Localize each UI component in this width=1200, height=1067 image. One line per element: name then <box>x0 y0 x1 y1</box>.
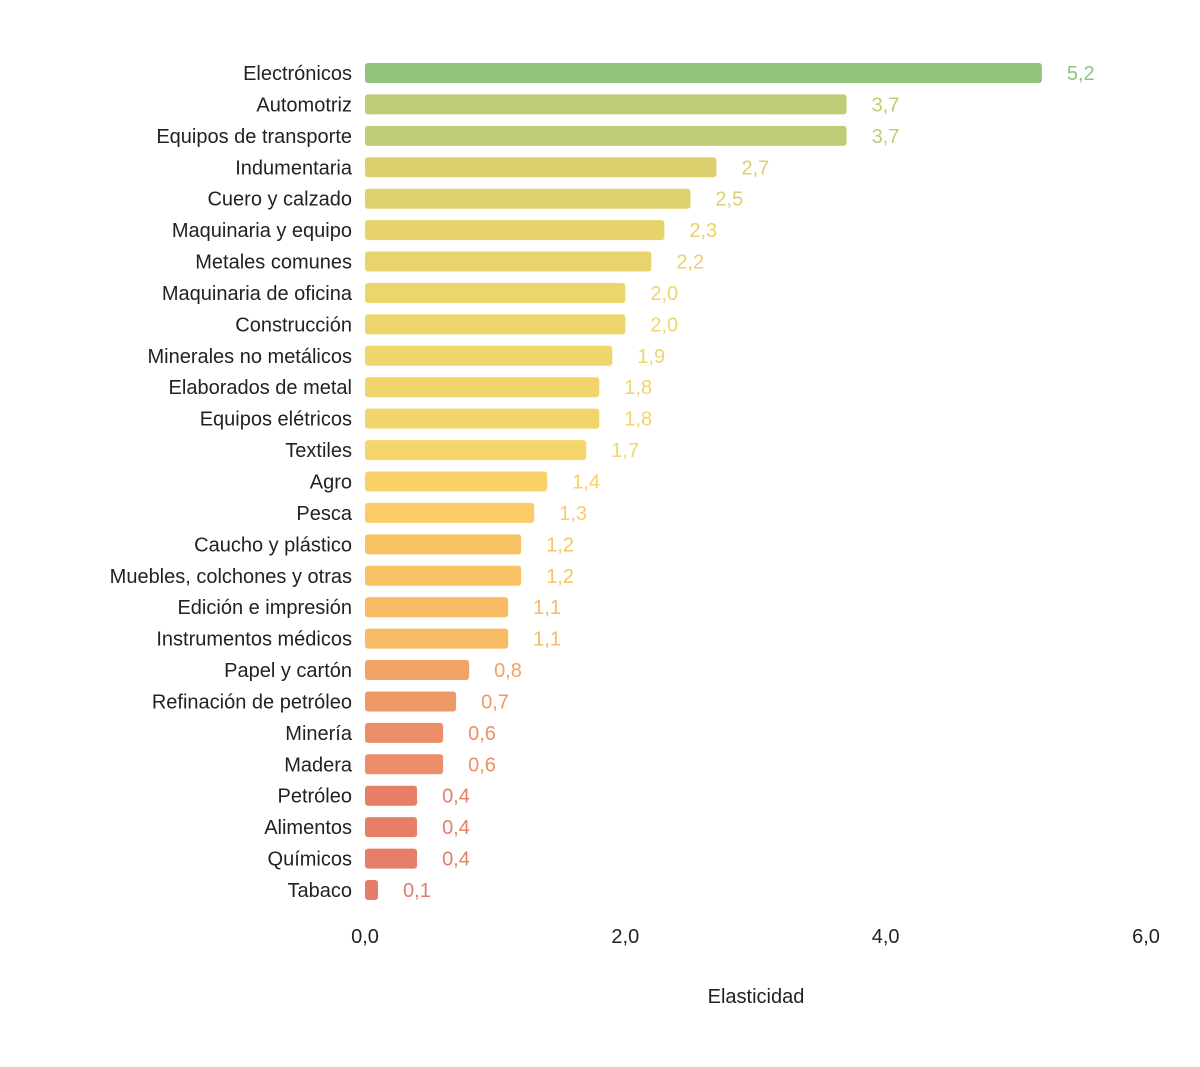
bar <box>365 628 509 649</box>
category-label: Construcción <box>235 314 352 336</box>
category-label: Tabaco <box>288 880 353 902</box>
x-tick-label: 0,0 <box>351 926 379 948</box>
value-label: 1,4 <box>572 472 600 494</box>
value-label: 3,7 <box>872 94 900 116</box>
value-label: 0,4 <box>442 817 470 839</box>
category-label: Maquinaria de oficina <box>162 283 353 305</box>
category-label: Maquinaria y equipo <box>172 220 352 242</box>
value-label: 0,4 <box>442 786 470 808</box>
category-label: Textiles <box>285 440 352 462</box>
bar <box>365 471 548 492</box>
category-label: Madera <box>284 754 353 776</box>
bar <box>365 502 535 523</box>
category-label: Pesca <box>296 503 352 525</box>
category-label: Químicos <box>268 849 352 871</box>
value-label: 1,1 <box>533 597 561 619</box>
value-label: 1,8 <box>624 409 652 431</box>
bar <box>365 282 626 303</box>
value-label: 2,5 <box>715 189 743 211</box>
x-tick-label: 2,0 <box>611 926 639 948</box>
value-label: 3,7 <box>872 126 900 148</box>
category-label: Elaborados de metal <box>169 377 352 399</box>
bar <box>365 754 444 775</box>
bars-group: Electrónicos 5,2 Automotriz 3,7 Equipos de t… <box>110 63 1095 902</box>
bar <box>365 408 600 429</box>
value-label: 1,8 <box>624 377 652 399</box>
category-label: Equipos de transporte <box>156 126 352 148</box>
bar <box>365 345 613 366</box>
bar <box>365 817 418 838</box>
category-label: Automotriz <box>256 94 352 116</box>
category-label: Alimentos <box>264 817 352 839</box>
x-tick-label: 4,0 <box>872 926 900 948</box>
x-axis-label: Elasticidad <box>708 986 805 1008</box>
value-label: 1,7 <box>611 440 639 462</box>
bar <box>365 848 418 869</box>
value-label: 0,6 <box>468 723 496 745</box>
category-label: Instrumentos médicos <box>156 629 352 651</box>
value-label: 1,3 <box>559 503 587 525</box>
bar <box>365 534 522 555</box>
category-label: Cuero y calzado <box>207 189 352 211</box>
category-label: Electrónicos <box>243 63 352 85</box>
value-label: 0,7 <box>481 691 509 713</box>
bar <box>365 565 522 586</box>
x-axis: 0,0 2,0 4,0 6,0 <box>351 926 1160 948</box>
bar <box>365 188 691 209</box>
value-label: 1,1 <box>533 629 561 651</box>
bar <box>365 880 379 900</box>
category-label: Refinación de petróleo <box>152 691 352 713</box>
value-label: 1,9 <box>637 346 665 368</box>
category-label: Indumentaria <box>235 157 353 179</box>
value-label: 2,7 <box>741 157 769 179</box>
category-label: Equipos elétricos <box>200 409 352 431</box>
value-label: 2,0 <box>650 283 678 305</box>
value-label: 0,1 <box>403 880 431 902</box>
value-label: 1,2 <box>546 534 574 556</box>
bar <box>365 660 470 681</box>
category-label: Papel y cartón <box>224 660 352 682</box>
bar <box>365 785 418 806</box>
category-label: Minería <box>285 723 353 745</box>
value-label: 2,3 <box>689 220 717 242</box>
bar <box>365 220 665 241</box>
bar <box>365 157 717 178</box>
category-label: Minerales no metálicos <box>147 346 352 368</box>
value-label: 0,4 <box>442 849 470 871</box>
value-label: 2,0 <box>650 314 678 336</box>
value-label: 2,2 <box>676 252 704 274</box>
bar <box>365 94 847 115</box>
bar <box>365 722 444 743</box>
category-label: Agro <box>310 472 352 494</box>
bar <box>365 691 457 712</box>
bar <box>365 314 626 335</box>
bar <box>365 377 600 398</box>
category-label: Caucho y plástico <box>194 534 352 556</box>
bar <box>365 440 587 461</box>
bar <box>365 597 509 618</box>
value-label: 1,2 <box>546 566 574 588</box>
bar <box>365 251 652 272</box>
category-label: Metales comunes <box>195 252 352 274</box>
bar <box>365 63 1042 83</box>
bar <box>365 125 847 146</box>
category-label: Muebles, colchones y otras <box>110 566 352 588</box>
category-label: Petróleo <box>278 786 353 808</box>
value-label: 0,8 <box>494 660 522 682</box>
category-label: Edición e impresión <box>177 597 352 619</box>
value-label: 0,6 <box>468 754 496 776</box>
value-label: 5,2 <box>1067 63 1095 85</box>
x-tick-label: 6,0 <box>1132 926 1160 948</box>
